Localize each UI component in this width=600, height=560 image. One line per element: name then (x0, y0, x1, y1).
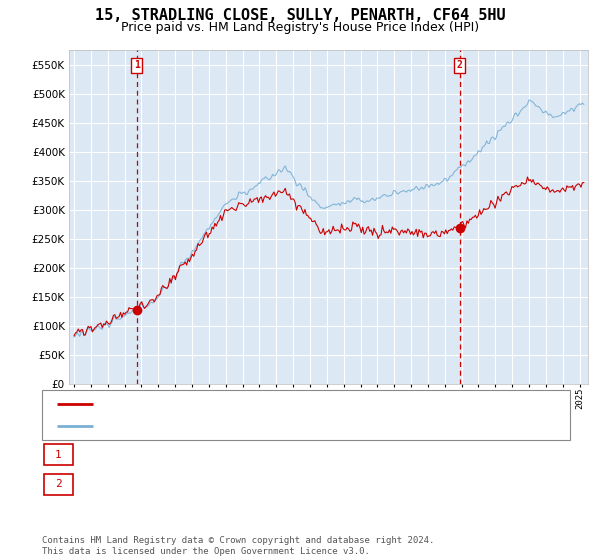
Text: 2: 2 (55, 479, 62, 489)
Text: £269,000: £269,000 (198, 479, 252, 489)
Text: 1: 1 (55, 450, 62, 460)
Text: 2: 2 (457, 60, 463, 71)
Text: Price paid vs. HM Land Registry's House Price Index (HPI): Price paid vs. HM Land Registry's House … (121, 21, 479, 34)
Text: 1: 1 (134, 60, 140, 71)
Text: 23% ↓ HPI: 23% ↓ HPI (342, 479, 403, 489)
Text: HPI: Average price, detached house, Vale of Glamorgan: HPI: Average price, detached house, Vale… (99, 421, 430, 431)
Text: Contains HM Land Registry data © Crown copyright and database right 2024.
This d: Contains HM Land Registry data © Crown c… (42, 536, 434, 556)
Text: 15, STRADLING CLOSE, SULLY, PENARTH, CF64 5HU (detached house): 15, STRADLING CLOSE, SULLY, PENARTH, CF6… (99, 399, 487, 409)
Text: 15, STRADLING CLOSE, SULLY, PENARTH, CF64 5HU: 15, STRADLING CLOSE, SULLY, PENARTH, CF6… (95, 8, 505, 24)
Text: £127,000: £127,000 (198, 450, 252, 460)
Text: 21% ↑ HPI: 21% ↑ HPI (342, 450, 403, 460)
Text: 16-NOV-2017: 16-NOV-2017 (78, 479, 152, 489)
Text: 18-SEP-1998: 18-SEP-1998 (78, 450, 152, 460)
